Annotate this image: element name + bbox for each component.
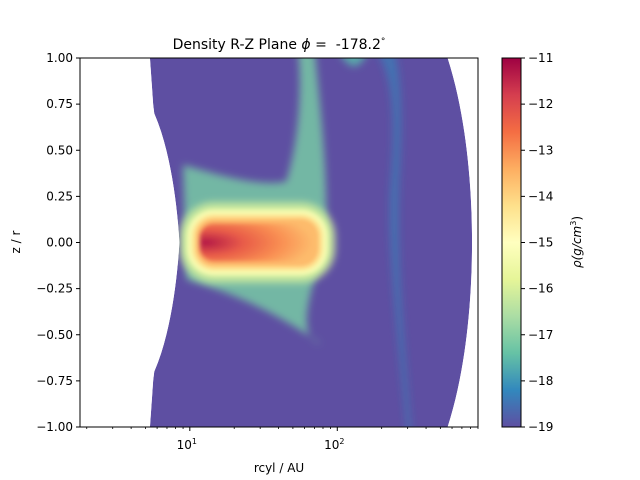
y-tick-label-5: −0.25 [36,282,73,296]
x-tick-label-0: 101 [177,437,197,452]
y-axis-label: z / r [9,230,23,253]
density-field [80,58,478,427]
colorbar-gradient [501,57,522,428]
x-tick-label-1: 102 [324,437,344,452]
x-axis: 101 102 [86,427,479,452]
y-tick-label-7: −0.75 [36,374,73,388]
y-tick-label-1: 0.75 [46,97,73,111]
y-tick-label-3: 0.25 [46,189,73,203]
colorbar-tick-label-6: −17 [528,328,553,342]
colorbar-ticks: −11 −12 −13 −14 −15 −16 −17 −18 −19 [521,51,553,434]
outer-excluded-region [447,58,478,427]
colorbar-tick-label-0: −11 [528,51,553,65]
colorbar: −11 −12 −13 −14 −15 −16 −17 −18 −19 ρ(g/cm3) [501,51,584,434]
colorbar-tick-label-3: −14 [528,189,553,203]
upper-stream-shape [342,58,365,67]
y-tick-label-0: 1.00 [46,51,73,65]
y-tick-label-4: 0.00 [46,236,73,250]
title-phi-symbol: ϕ [301,37,310,53]
colorbar-tick-label-4: −15 [528,236,553,250]
spiral-arm-shape [380,58,411,427]
colorbar-tick-label-2: −13 [528,143,553,157]
colorbar-tick-label-8: −19 [528,420,553,434]
colorbar-tick-label-7: −18 [528,374,553,388]
plot-area [80,58,478,427]
colorbar-tick-label-5: −16 [528,282,553,296]
y-axis: 1.00 0.75 0.50 0.25 0.00 −0.25 −0.50 −0.75 −1.00 [36,51,80,434]
inner-excluded-region [80,58,180,427]
y-tick-label-2: 0.50 [46,143,73,157]
y-tick-label-6: −0.50 [36,328,73,342]
colorbar-tick-label-1: −12 [528,97,553,111]
colorbar-label: ρ(g/cm3) [569,216,584,268]
x-axis-label: rcyl / AU [254,461,304,475]
y-tick-label-8: −1.00 [36,420,73,434]
disk-core [199,223,313,262]
chart-title: Density R-Z Plane ϕ = -178.2° [173,37,386,53]
